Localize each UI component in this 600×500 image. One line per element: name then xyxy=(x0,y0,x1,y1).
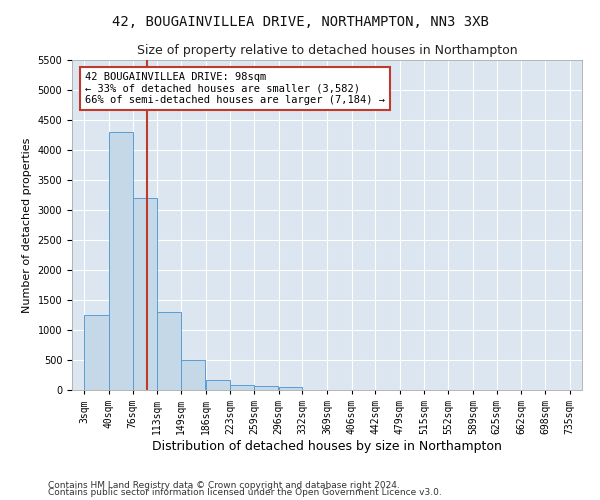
Bar xyxy=(181,360,205,390)
Text: Contains HM Land Registry data © Crown copyright and database right 2024.: Contains HM Land Registry data © Crown c… xyxy=(48,480,400,490)
Bar xyxy=(133,198,157,390)
Text: 42 BOUGAINVILLEA DRIVE: 98sqm
← 33% of detached houses are smaller (3,582)
66% o: 42 BOUGAINVILLEA DRIVE: 98sqm ← 33% of d… xyxy=(85,72,385,105)
Bar xyxy=(230,384,254,390)
Y-axis label: Number of detached properties: Number of detached properties xyxy=(22,138,32,312)
Bar xyxy=(206,380,230,390)
Bar xyxy=(254,386,278,390)
X-axis label: Distribution of detached houses by size in Northampton: Distribution of detached houses by size … xyxy=(152,440,502,453)
Title: Size of property relative to detached houses in Northampton: Size of property relative to detached ho… xyxy=(137,44,517,58)
Bar xyxy=(157,312,181,390)
Bar xyxy=(109,132,133,390)
Bar xyxy=(279,387,302,390)
Text: Contains public sector information licensed under the Open Government Licence v3: Contains public sector information licen… xyxy=(48,488,442,497)
Bar xyxy=(85,315,109,390)
Text: 42, BOUGAINVILLEA DRIVE, NORTHAMPTON, NN3 3XB: 42, BOUGAINVILLEA DRIVE, NORTHAMPTON, NN… xyxy=(112,15,488,29)
